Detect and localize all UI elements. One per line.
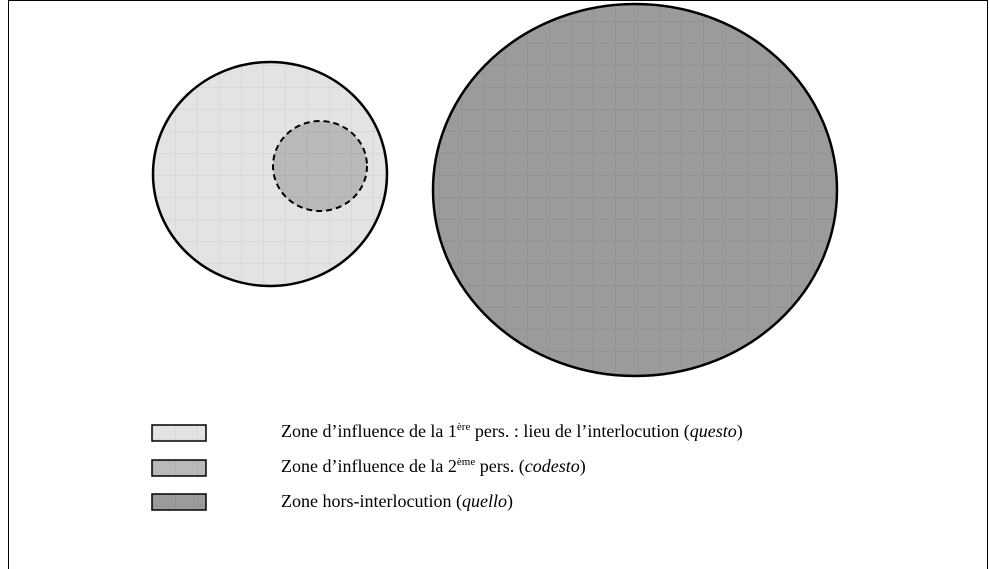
legend-swatch — [151, 459, 207, 477]
italic-term: quello — [462, 491, 507, 511]
legend-text: Zone d’influence de la 1ère pers. : lieu… — [281, 421, 743, 442]
legend-part: Zone d’influence de la 2 — [281, 456, 457, 476]
legend-part: ) — [737, 421, 743, 442]
legend-part: ) — [580, 456, 586, 477]
zone-first-person — [151, 60, 389, 288]
legend-part: pers. : lieu de l’interlocution ( — [470, 421, 689, 442]
italic-term: codesto — [525, 456, 580, 476]
legend-text: Zone hors-interlocution (quello) — [281, 491, 513, 512]
legend-part: Zone d’influence de la 1 — [281, 421, 457, 441]
zone-outside — [431, 2, 839, 378]
superscript: ère — [457, 421, 471, 433]
legend-text: Zone d’influence de la 2ème pers. (codes… — [281, 456, 586, 477]
italic-term: questo — [690, 421, 737, 441]
legend-part: ) — [507, 491, 513, 512]
legend-swatch — [151, 493, 207, 511]
legend-swatch — [151, 424, 207, 442]
superscript: ème — [457, 456, 475, 468]
legend-part: pers. ( — [475, 456, 524, 477]
legend-part: Zone hors-interlocution ( — [281, 491, 462, 512]
frame — [8, 0, 988, 569]
zone-second-person — [272, 120, 368, 212]
